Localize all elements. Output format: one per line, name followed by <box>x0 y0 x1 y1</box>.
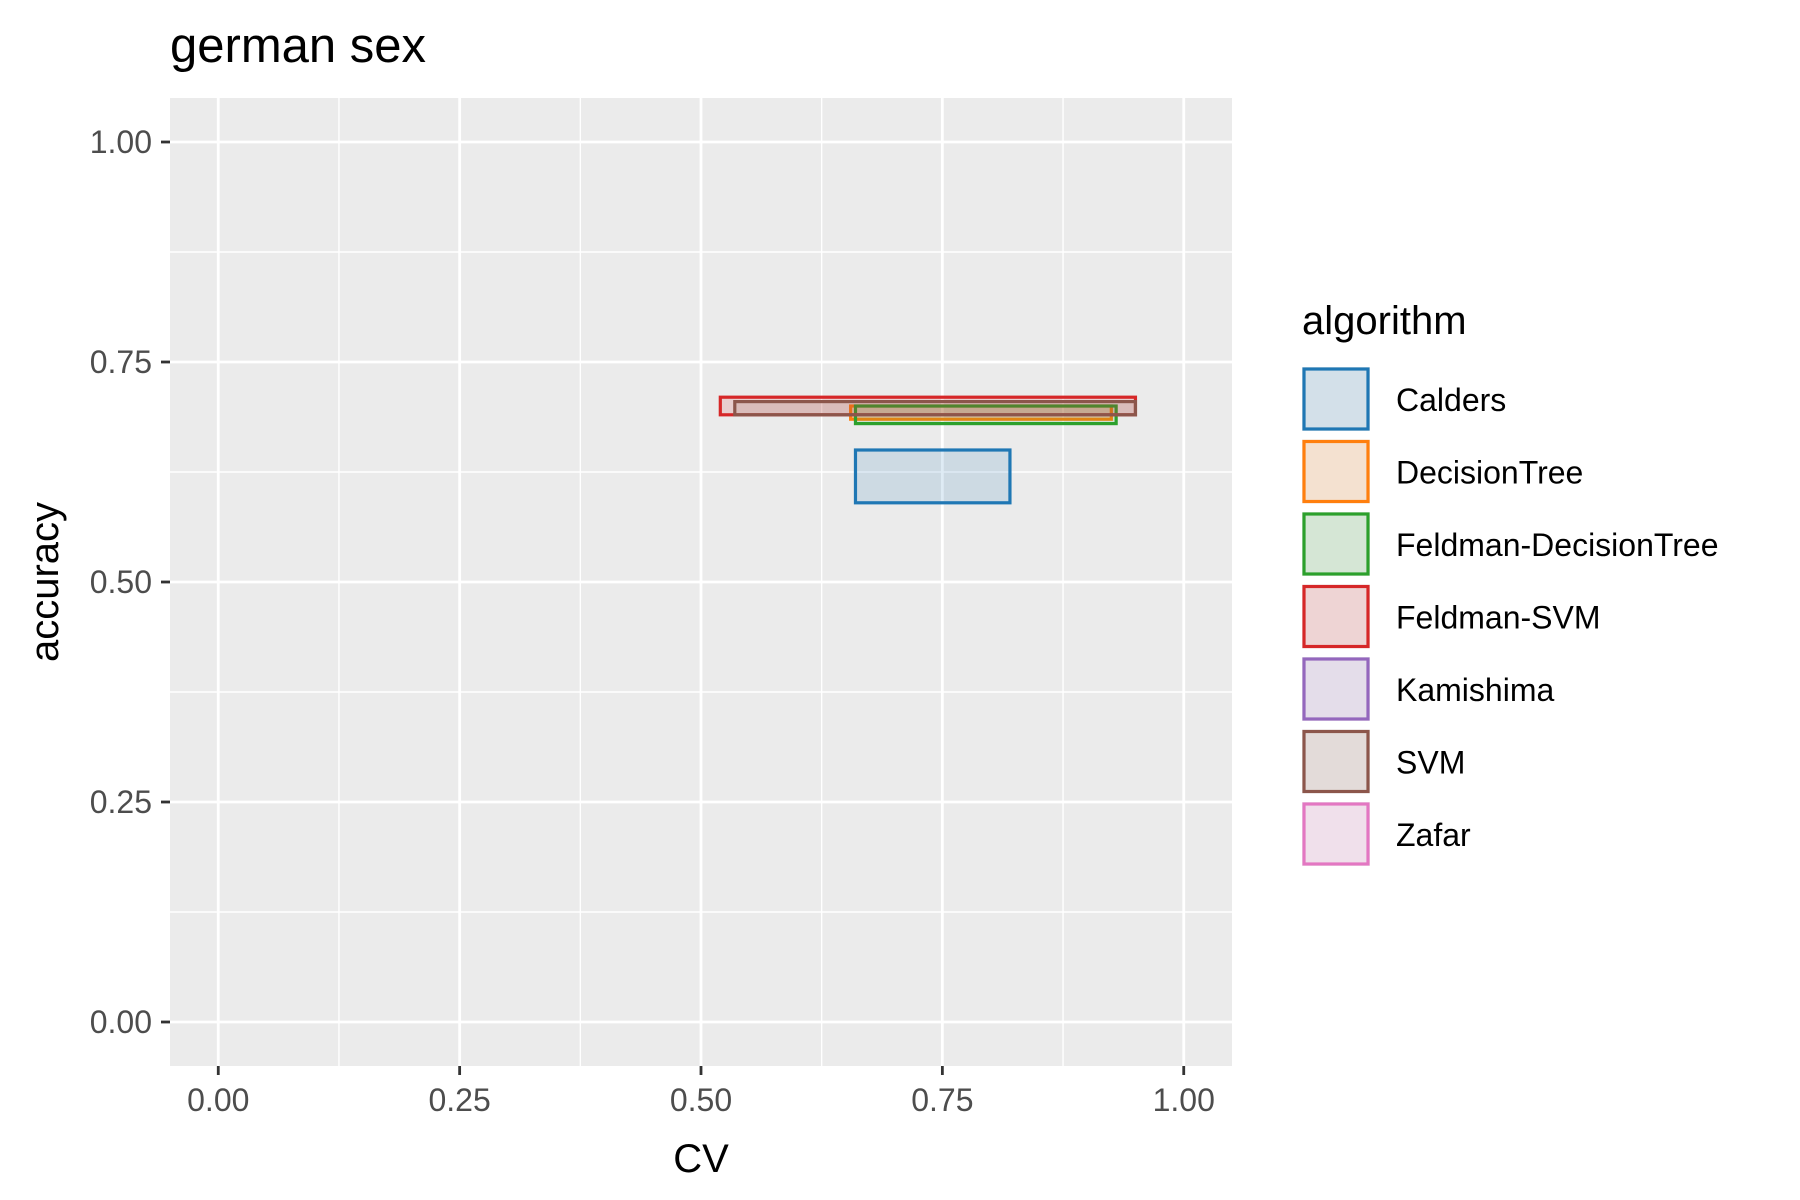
legend-swatch <box>1302 439 1370 504</box>
y-tick-label: 1.00 <box>90 124 152 160</box>
x-tick-label: 1.00 <box>1153 1082 1215 1118</box>
chart-title: german sex <box>170 19 426 73</box>
legend-swatch <box>1302 367 1370 431</box>
y-tick-label: 0.75 <box>90 344 152 380</box>
x-tick-label: 0.75 <box>911 1082 973 1118</box>
y-axis-title: accuracy <box>23 502 67 662</box>
y-tick-label: 0.00 <box>90 1004 152 1040</box>
data-rectangles <box>718 395 1138 505</box>
legend-key-svm <box>1302 729 1370 794</box>
legend-label: DecisionTree <box>1396 455 1583 491</box>
legend-label: Zafar <box>1396 817 1471 853</box>
legend-key-decisiontree <box>1302 439 1370 504</box>
legend-key-feldman-svm <box>1302 584 1370 649</box>
legend-label: SVM <box>1396 745 1465 781</box>
legend-swatch <box>1302 657 1370 721</box>
rect-calders <box>853 448 1012 505</box>
legend-swatch <box>1302 512 1370 576</box>
legend: algorithm Calders DecisionTree Feldman-Dec… <box>1302 299 1718 866</box>
legend-key-zafar <box>1302 802 1370 866</box>
x-tick-label: 0.00 <box>187 1082 249 1118</box>
legend-label: Kamishima <box>1396 672 1554 708</box>
legend-key-feldman-decisiontree <box>1302 512 1370 576</box>
y-tick-label: 0.25 <box>90 784 152 820</box>
y-tick-label: 0.50 <box>90 564 152 600</box>
legend-label: Feldman-DecisionTree <box>1396 527 1718 563</box>
legend-swatch <box>1302 729 1370 794</box>
grid-major <box>170 98 1232 1066</box>
x-tick-label: 0.50 <box>670 1082 732 1118</box>
x-axis-title: CV <box>673 1137 729 1181</box>
legend-swatch <box>1302 802 1370 866</box>
legend-label: Calders <box>1396 382 1506 418</box>
legend-swatch <box>1302 584 1370 649</box>
legend-key-calders <box>1302 367 1370 431</box>
y-axis: 0.00 0.25 0.50 0.75 1.00 <box>90 124 170 1040</box>
legend-key-kamishima <box>1302 657 1370 721</box>
x-tick-label: 0.25 <box>428 1082 490 1118</box>
x-axis: 0.00 0.25 0.50 0.75 1.00 <box>187 1066 1215 1118</box>
legend-title: algorithm <box>1302 299 1467 343</box>
legend-label: Feldman-SVM <box>1396 600 1601 636</box>
rect-svm <box>733 400 1138 417</box>
